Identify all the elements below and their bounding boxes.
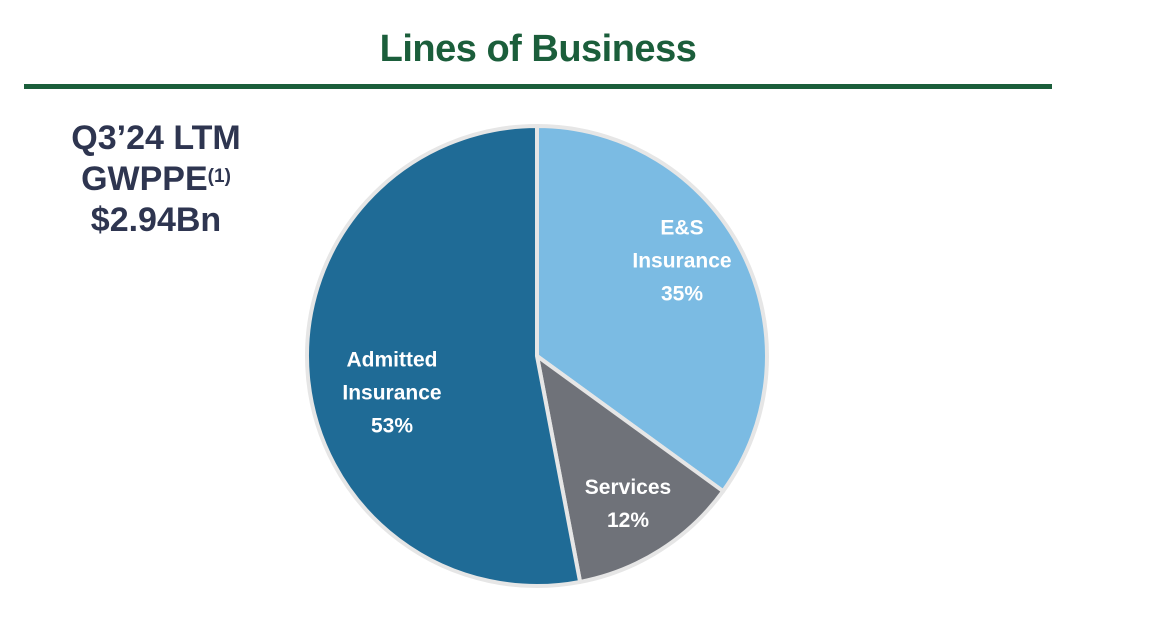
slice-label-1-line-1: 12% <box>607 509 649 532</box>
slice-label-2-line-1: Insurance <box>342 382 441 405</box>
kpi-metric: GWPPE(1) <box>36 159 276 200</box>
pie-slice-0 <box>535 124 769 494</box>
slice-label-0-line-2: 35% <box>661 283 703 306</box>
kpi-period: Q3’24 LTM <box>71 119 241 157</box>
slice-label-0-line-0: E&S <box>660 217 703 240</box>
slice-label-1-line-0: Services <box>585 476 671 499</box>
slice-label-0-line-1: Insurance <box>632 250 731 273</box>
slice-label-2-line-2: 53% <box>371 415 413 438</box>
page-title: Lines of Business <box>379 28 697 70</box>
pie-slice-1 <box>535 354 726 584</box>
pie-slice-2 <box>305 124 583 588</box>
slice-label-2-line-0: Admitted <box>347 349 438 372</box>
kpi-block: Q3’24 LTM GWPPE(1) $2.94Bn <box>36 118 276 241</box>
kpi-footnote-marker: (1) <box>207 166 231 187</box>
title-divider <box>24 84 1052 89</box>
kpi-metric-name: GWPPE <box>81 160 208 198</box>
kpi-value: $2.94Bn <box>90 201 222 239</box>
